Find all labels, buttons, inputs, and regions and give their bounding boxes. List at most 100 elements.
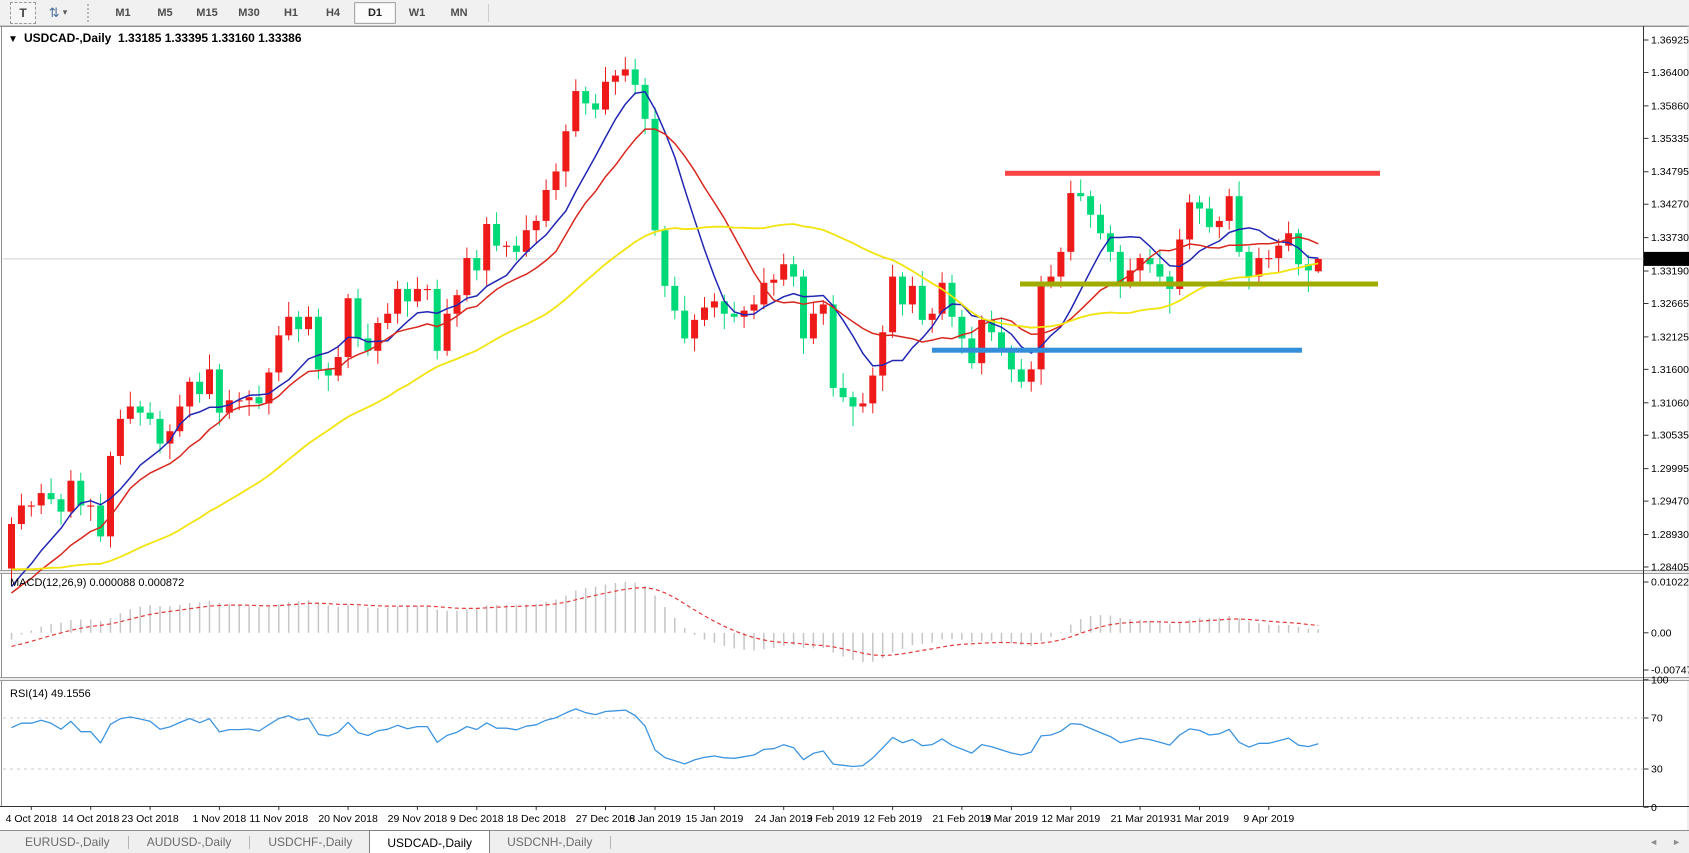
price-axis-label: 1.28930: [1651, 529, 1689, 541]
macd-histogram-bar: [842, 632, 844, 657]
candle-body: [1196, 202, 1203, 209]
support-line-blue[interactable]: [932, 347, 1302, 353]
macd-histogram-bar: [436, 609, 438, 633]
candle-body: [493, 224, 501, 246]
candle-body: [1245, 251, 1253, 277]
chart-collapse-icon[interactable]: ▼: [8, 34, 18, 45]
candle-body: [285, 316, 293, 336]
timeframe-button-h4[interactable]: H4: [325, 6, 341, 19]
macd-histogram-bar: [1297, 626, 1300, 633]
macd-histogram-bar: [466, 608, 468, 633]
date-axis-label: 3 Mar 2019: [985, 813, 1038, 825]
macd-histogram-bar: [852, 632, 854, 660]
timeframe-button-w1[interactable]: W1: [408, 6, 426, 19]
macd-histogram-bar: [1317, 629, 1320, 633]
candle-body: [750, 304, 758, 311]
macd-histogram-bar: [1020, 632, 1023, 646]
timeframe-button-mn[interactable]: MN: [450, 6, 468, 19]
macd-histogram-bar: [179, 604, 181, 633]
timeframe-button-m30[interactable]: M30: [238, 6, 260, 19]
macd-histogram-bar: [575, 590, 577, 633]
text-tool-button[interactable]: T: [10, 1, 36, 24]
timeframe-button-h1[interactable]: H1: [283, 6, 299, 19]
macd-histogram-bar: [872, 632, 874, 662]
candle-body: [522, 230, 530, 252]
timeframe-button-m5[interactable]: M5: [157, 6, 173, 19]
candle-body: [156, 418, 164, 444]
tab-usdcnh[interactable]: USDCNH-,Daily: [507, 835, 593, 849]
current-price-badge-value: 1.33386: [1648, 253, 1686, 265]
candle-body: [760, 282, 768, 305]
macd-histogram-bar: [377, 607, 379, 633]
rsi-axis-label: 70: [1651, 713, 1663, 725]
price-axis[interactable]: 1.36925 1.36400 1.35860 1.35335 1.34795 1.342…: [1643, 35, 1689, 574]
date-axis-label: 18 Dec 2018: [506, 813, 566, 825]
candle-body: [1265, 258, 1273, 260]
tab-eurusd[interactable]: EURUSD-,Daily: [25, 835, 110, 849]
date-axis-label: 3 Feb 2019: [807, 813, 860, 825]
macd-histogram-bar: [1188, 620, 1191, 633]
candle-body: [691, 319, 699, 339]
macd-histogram-bar: [238, 604, 240, 633]
price-axis-label: 1.29470: [1651, 496, 1689, 508]
macd-histogram-bar: [485, 605, 488, 633]
candle-body: [334, 357, 342, 376]
macd-histogram-bar: [1238, 618, 1240, 633]
rsi-axis-label: 30: [1651, 764, 1663, 776]
resistance-line-red[interactable]: [1005, 170, 1380, 176]
price-axis-label: 1.33730: [1651, 232, 1689, 244]
timeframe-button-m1[interactable]: M1: [115, 6, 131, 19]
date-axis-label: 9 Apr 2019: [1243, 813, 1294, 825]
macd-histogram-bar: [297, 601, 300, 633]
candle-body: [1136, 258, 1144, 271]
macd-histogram-bar: [1050, 632, 1052, 637]
date-axis-label: 15 Jan 2019: [685, 813, 743, 825]
candle-body: [314, 316, 322, 370]
panel-separator-1[interactable]: [0, 571, 1689, 573]
tab-usdcad[interactable]: USDCAD-,Daily: [369, 830, 491, 853]
candle-body: [87, 505, 95, 507]
candle-body: [384, 313, 392, 323]
tab-usdchf[interactable]: USDCHF-,Daily: [268, 835, 353, 849]
support-line-olive[interactable]: [1020, 281, 1378, 287]
horizontal-trendlines[interactable]: [932, 170, 1380, 353]
candle-body: [1047, 276, 1055, 283]
candle-body: [988, 319, 996, 333]
macd-histogram-bar: [396, 606, 399, 633]
top-toolbar: T ⇅ ▾ M1 M5 M15 M30 H1 H4 D1 W1 MN: [0, 0, 1689, 26]
chart-frame: [0, 26, 1689, 830]
candle-body: [27, 505, 35, 507]
chart-title: USDCAD-,Daily 1.33185 1.33395 1.33160 1.…: [24, 31, 302, 45]
macd-histogram-bar: [1149, 620, 1151, 633]
tab-audusd[interactable]: AUDUSD-,Daily: [146, 835, 232, 849]
macd-histogram-bar: [1258, 623, 1260, 633]
date-axis-label: 27 Dec 2018: [576, 813, 636, 825]
tab-scroll-left-icon[interactable]: ◄: [1649, 836, 1659, 847]
price-axis-label: 1.36925: [1651, 35, 1689, 47]
candle-body: [404, 288, 411, 302]
date-axis-label: 14 Oct 2018: [62, 813, 119, 825]
macd-histogram-bar: [515, 605, 518, 633]
arrange-button[interactable]: ⇅ ▾: [40, 2, 76, 24]
candle-body: [1037, 282, 1045, 370]
text-tool-icon: T: [19, 5, 27, 20]
macd-histogram-bar: [1000, 632, 1003, 642]
timeframe-button-m15[interactable]: M15: [196, 6, 218, 19]
tab-scroll-right-icon[interactable]: ►: [1672, 836, 1681, 847]
macd-histogram-bar: [80, 619, 82, 633]
macd-histogram-bar: [1089, 616, 1092, 633]
date-axis-label: 1 Nov 2018: [193, 813, 247, 825]
macd-histogram-bar: [1218, 617, 1221, 633]
macd-histogram-bar: [763, 632, 765, 650]
price-axis-label: 1.34270: [1651, 199, 1689, 211]
macd-histogram-bar: [614, 582, 617, 633]
panel-separator-2[interactable]: [0, 678, 1689, 680]
date-axis[interactable]: 4 Oct 2018 14 Oct 2018 23 Oct 2018 1 Nov 20…: [6, 806, 1295, 826]
candle-body: [582, 91, 590, 104]
timeframe-button-d1[interactable]: D1: [354, 1, 396, 24]
candle-body: [206, 369, 213, 395]
macd-histogram-bar: [971, 632, 973, 642]
macd-histogram-bar: [307, 600, 310, 633]
macd-histogram-bar: [881, 632, 884, 659]
price-axis-label: 1.36400: [1651, 67, 1689, 79]
